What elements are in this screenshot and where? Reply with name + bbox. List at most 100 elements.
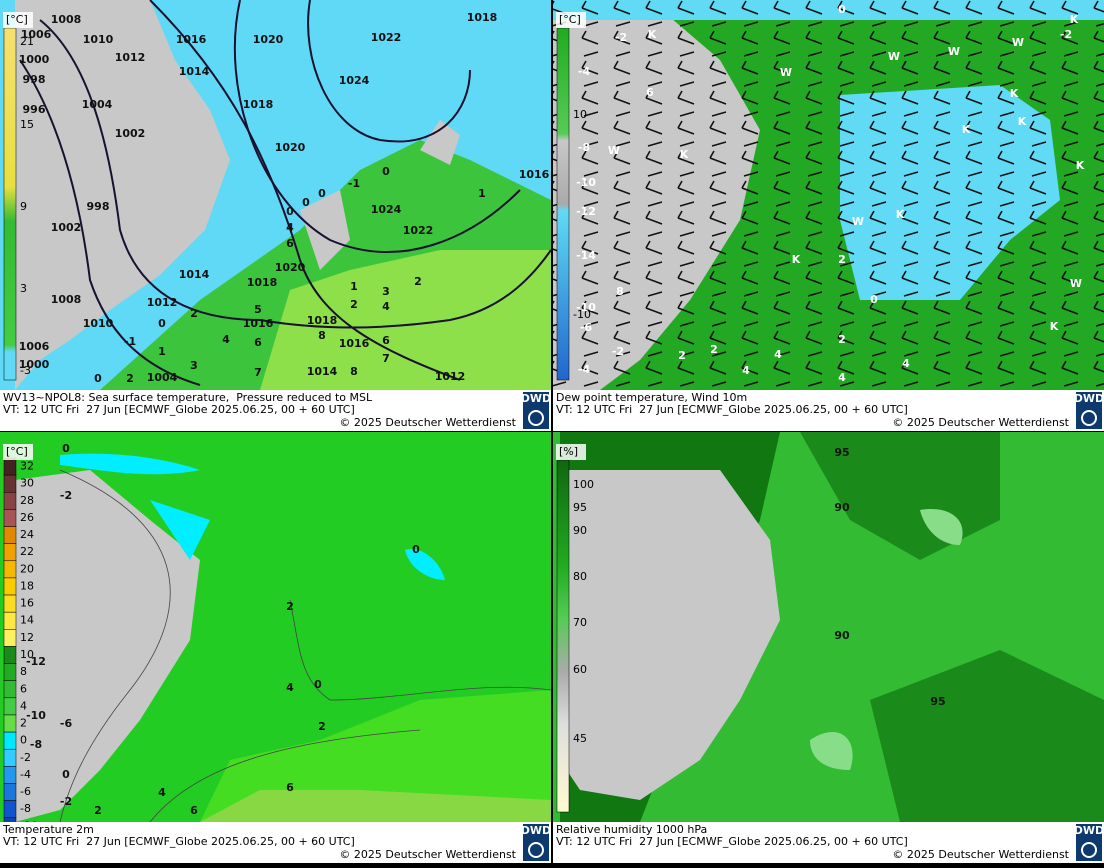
unit-label: [%] <box>559 445 578 458</box>
caption-title: WV13~NPOL8: Sea surface temperature, Pre… <box>3 391 373 404</box>
map-label: 0 <box>838 3 846 16</box>
colorbar <box>3 27 17 381</box>
colorbar-label: 100 <box>573 478 594 491</box>
map-label: 1008 <box>51 293 82 306</box>
caption-box <box>0 390 551 431</box>
map-label: 7 <box>382 352 390 365</box>
unit-box <box>556 444 586 460</box>
colorbar-swatch <box>3 766 17 784</box>
colorbar-swatch <box>3 474 17 493</box>
unit-box <box>3 12 33 28</box>
colorbar-label: 16 <box>20 597 34 610</box>
map-label: 2 <box>286 600 294 613</box>
map-label: -12 <box>576 205 596 218</box>
colorbar-label: 20 <box>20 562 34 575</box>
caption-copyright: © 2025 Deutscher Wetterdienst <box>892 416 1069 429</box>
colorbar-label: 10 <box>573 108 587 121</box>
caption-copyright: © 2025 Deutscher Wetterdienst <box>339 848 516 861</box>
colorbar-label: 70 <box>573 616 587 629</box>
map-label: -8 <box>578 141 590 154</box>
map-label: 4 <box>774 348 782 361</box>
logo-text: DWD <box>1074 824 1104 837</box>
map-label: 1012 <box>435 370 466 383</box>
colorbar-swatch <box>3 526 17 544</box>
map-label: 8 <box>616 285 624 298</box>
unit-box <box>556 12 586 28</box>
colorbar <box>556 27 570 381</box>
map-label: 1012 <box>147 296 178 309</box>
map-label: 1014 <box>307 365 338 378</box>
map-label: W <box>780 66 792 79</box>
colorbar-label: 22 <box>20 545 34 558</box>
map-label: 0 <box>870 293 878 306</box>
map-label: K <box>792 253 801 266</box>
colorbar-label: 80 <box>573 570 587 583</box>
colorbar-label: 4 <box>20 699 27 712</box>
map-label: 1016 <box>339 337 370 350</box>
map-label: 1002 <box>51 221 82 234</box>
map-label: 6 <box>190 804 198 817</box>
colorbar-swatch <box>3 611 17 630</box>
map-label: 8 <box>318 329 326 342</box>
caption-box <box>553 822 1104 863</box>
caption-title: Dew point temperature, Wind 10m <box>556 391 747 404</box>
logo-swirl <box>528 842 544 858</box>
map-label: 90 <box>834 501 850 514</box>
panel: 100 95 90 80 70 60 45 [%] 95 90 90 95 Relative humid… <box>553 444 1104 863</box>
map-label: 0 <box>158 317 166 330</box>
map-label: K <box>896 208 905 221</box>
map-label: K <box>962 123 971 136</box>
map-label: 2 <box>318 720 326 733</box>
map-label: 2 <box>350 298 358 311</box>
colorbar-label: 10 <box>20 648 34 661</box>
map-label: 4 <box>286 681 294 694</box>
map-label: W <box>1070 277 1082 290</box>
colorbar-label: 8 <box>20 665 27 678</box>
colorbar-label: 60 <box>573 663 587 676</box>
map-label: K <box>1070 13 1079 26</box>
map-label: K <box>648 28 657 41</box>
map-label: 1024 <box>371 203 402 216</box>
colorbar-label: 26 <box>20 511 34 524</box>
map-sst-mslp <box>0 0 552 390</box>
colorbar-swatch <box>3 594 17 613</box>
map-label: 1024 <box>339 74 370 87</box>
map-label: 95 <box>834 446 849 459</box>
map-label: W <box>888 50 900 63</box>
map-label: 8 <box>350 365 358 378</box>
logo-swirl <box>1081 410 1097 426</box>
map-label: 1 <box>350 280 358 293</box>
map-label: 1004 <box>82 98 113 111</box>
colorbar-label: 18 <box>20 579 34 592</box>
map-label: K <box>680 148 689 161</box>
map-label: -4 <box>578 65 591 78</box>
map-label: 1004 <box>147 371 178 384</box>
map-label: 6 <box>286 237 294 250</box>
map-label: W <box>1012 36 1024 49</box>
colorbar-swatch <box>3 560 17 579</box>
map-label: 0 <box>62 768 70 781</box>
map-label: -2 <box>60 795 72 808</box>
map-label: 2 <box>838 333 846 346</box>
map-label: -10 <box>576 301 596 314</box>
map-label: 1018 <box>307 314 338 327</box>
colorbar-label: -6 <box>20 785 31 798</box>
map-label: 6 <box>254 336 262 349</box>
map-label: 1018 <box>247 276 278 289</box>
caption-valid-time: VT: 12 UTC Fri 27 Jun [ECMWF_Globe 2025.… <box>3 835 355 848</box>
unit-box <box>3 444 33 460</box>
map-label: 1000 <box>19 53 50 66</box>
unit-label: [°C] <box>559 13 581 26</box>
colorbar-swatch <box>3 680 17 699</box>
map-label: -2 <box>612 345 624 358</box>
map-label: -2 <box>60 489 72 502</box>
caption-copyright: © 2025 Deutscher Wetterdienst <box>892 848 1069 861</box>
map-label: 4 <box>222 333 230 346</box>
colorbar-label: 14 <box>20 614 34 627</box>
map-label: 0 <box>94 372 102 385</box>
map-label: 0 <box>382 165 390 178</box>
map-label: 1022 <box>403 224 434 237</box>
map-label: 1016 <box>243 317 274 330</box>
map-label: 4 <box>286 221 294 234</box>
